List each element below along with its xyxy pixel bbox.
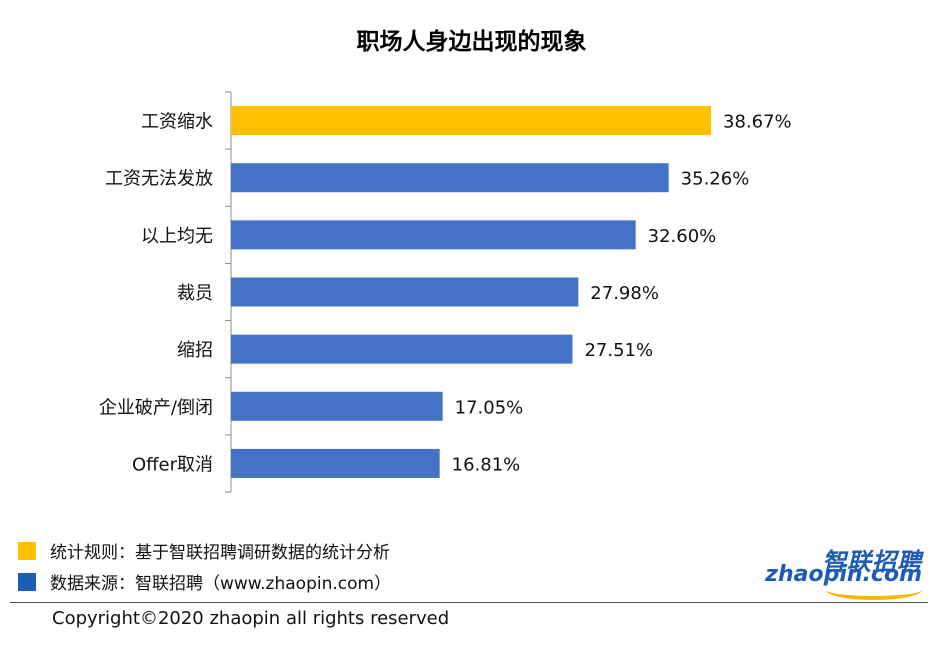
bar-5 [231, 391, 443, 421]
note-rule-text: 统计规则：基于智联招聘调研数据的统计分析 [50, 543, 390, 563]
category-label: Offer取消 [132, 454, 213, 475]
copyright-text: Copyright©2020 zhaopin all rights reserv… [52, 608, 450, 629]
value-label: 16.81% [452, 454, 521, 475]
category-label: 工资缩水 [141, 112, 213, 133]
logo-swoosh [826, 580, 922, 600]
category-label: 工资无法发放 [105, 169, 213, 190]
note-statistics-rule: 统计规则：基于智联招聘调研数据的统计分析 [18, 538, 390, 563]
chart-title: 职场人身边出现的现象 [356, 29, 587, 55]
value-label: 32.60% [648, 226, 717, 247]
category-label: 缩招 [177, 340, 213, 361]
bar-1 [231, 163, 669, 193]
category-label: 企业破产/倒闭 [99, 397, 213, 418]
value-label: 17.05% [455, 397, 524, 418]
value-label: 27.51% [584, 340, 653, 361]
bar-2 [231, 220, 636, 250]
category-label: 裁员 [177, 283, 213, 304]
bar-4 [231, 334, 573, 364]
note-data-source: 数据来源：智联招聘（www.zhaopin.com） [18, 569, 391, 594]
bar-3 [231, 277, 579, 307]
bar-chart: 工资缩水 38.67% 工资无法发放 35.26% 以上均无 32.60% 裁员 27.98%… [99, 91, 792, 493]
bar-0 [231, 106, 711, 136]
value-label: 35.26% [681, 169, 750, 190]
note-source-text: 数据来源：智联招聘（www.zhaopin.com） [50, 574, 392, 594]
zhaopin-logo: 智联招聘 zhaopin.com [765, 540, 926, 600]
logo-en-text: zhaopin.com [765, 562, 922, 587]
blue-square-icon [18, 572, 36, 591]
bar-6 [231, 448, 440, 478]
value-label: 27.98% [590, 283, 659, 304]
category-label: 以上均无 [141, 226, 213, 247]
logo-cn-text: 智联招聘 [822, 548, 922, 576]
footer-divider [10, 602, 928, 603]
value-label: 38.67% [723, 112, 792, 133]
yellow-square-icon [18, 541, 36, 560]
